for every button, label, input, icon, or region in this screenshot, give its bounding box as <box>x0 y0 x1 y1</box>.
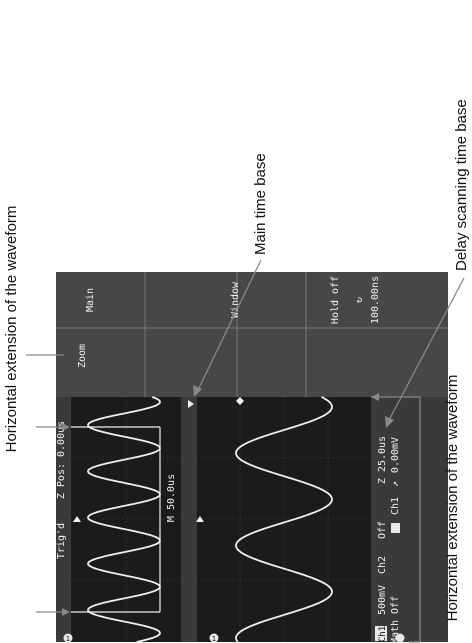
channel-marker-info <box>395 633 405 643</box>
ch1-label: Ch1 <box>378 626 388 642</box>
trigger-source: Ch1 <box>390 497 401 515</box>
ch1-badge <box>375 626 387 641</box>
svg-text:Z 25.0us: Z 25.0us <box>377 436 388 484</box>
annotation-hext-bottom: Horizontal extension of the waveform <box>371 375 461 643</box>
channel-marker-zoom: 1 <box>209 633 219 643</box>
menu-title: Zoom <box>77 344 88 368</box>
menu-holdoff-value: 100.00ns <box>370 276 381 324</box>
svg-text:100.00ns: 100.00ns <box>370 276 381 324</box>
zoom-window-bracket <box>71 426 161 613</box>
main-window-timebase: M 50.0us <box>166 474 177 522</box>
trigger-status: Trig'd <box>56 523 67 559</box>
svg-text:Ch1: Ch1 <box>390 497 401 515</box>
svg-text:Window: Window <box>230 281 241 318</box>
svg-text:Delay scanning time base: Delay scanning time base <box>453 99 470 271</box>
svg-text:Main: Main <box>85 288 96 312</box>
zoom-timebase: Z 25.0us <box>377 436 388 484</box>
zoom-position: Z Pos: 0.00us <box>56 421 67 499</box>
zoom-waveform-trace <box>235 396 333 643</box>
svg-text:500mV: 500mV <box>377 585 388 615</box>
menu-window-button[interactable]: Window <box>230 281 241 318</box>
svg-text:Ch2: Ch2 <box>377 556 388 574</box>
svg-text:Zoom: Zoom <box>77 344 88 368</box>
rising-edge-icon: ↗ <box>390 481 401 487</box>
info-bar <box>371 397 448 642</box>
svg-text:Main time base: Main time base <box>252 153 269 255</box>
holdoff-knob-icon: ↻ <box>354 297 365 303</box>
trigger-level: 0.00mV <box>390 437 401 473</box>
window-separator <box>181 397 197 642</box>
svg-text:Ch1: Ch1 <box>378 626 388 642</box>
trigger-position-marker-zoom <box>196 516 204 522</box>
trigger-level-marker <box>236 397 244 405</box>
main-timebase-marker <box>188 400 194 408</box>
menu-panel <box>56 272 448 397</box>
ch2-label: Ch2 <box>377 556 388 574</box>
menu-holdoff-label[interactable]: Hold off <box>330 276 341 324</box>
svg-text:Off: Off <box>377 521 388 539</box>
svg-text:Hold off: Hold off <box>330 276 341 324</box>
annotation-main-time-base: Main time base <box>193 153 269 397</box>
svg-text:Horizontal extension of the wa: Horizontal extension of the waveform <box>3 206 20 453</box>
channel-marker-main: 1 <box>63 633 73 643</box>
svg-text:M 50.0us: M 50.0us <box>166 474 177 522</box>
svg-text:0.00mV: 0.00mV <box>390 437 401 473</box>
svg-text:1: 1 <box>66 635 70 643</box>
svg-text:Math Off: Math Off <box>390 596 401 643</box>
scope-display: Zoom Main Window Hold off ↻ 100.00ns <box>56 272 448 643</box>
math-status: Math Off <box>390 596 401 643</box>
svg-text:Z Pos: 0.00us: Z Pos: 0.00us <box>56 421 67 499</box>
annotation-hext-top: Horizontal extension of the waveform <box>3 206 70 616</box>
ch2-state: Off <box>377 521 388 539</box>
menu-main-button[interactable]: Main <box>85 288 96 312</box>
trigger-position-marker-top <box>73 516 81 522</box>
ch1-scale: 500mV <box>377 585 388 615</box>
svg-text:↗: ↗ <box>390 481 401 487</box>
svg-text:Horizontal extension of the wa: Horizontal extension of the waveform <box>444 375 461 622</box>
annotation-delay-time-base: Delay scanning time base <box>385 99 470 428</box>
svg-text:1: 1 <box>212 635 216 643</box>
svg-text:↻: ↻ <box>354 297 365 303</box>
svg-text:Trig'd: Trig'd <box>56 523 67 559</box>
trigger-type-icon <box>391 523 400 533</box>
status-bar <box>56 397 71 642</box>
main-waveform-trace <box>87 396 161 643</box>
